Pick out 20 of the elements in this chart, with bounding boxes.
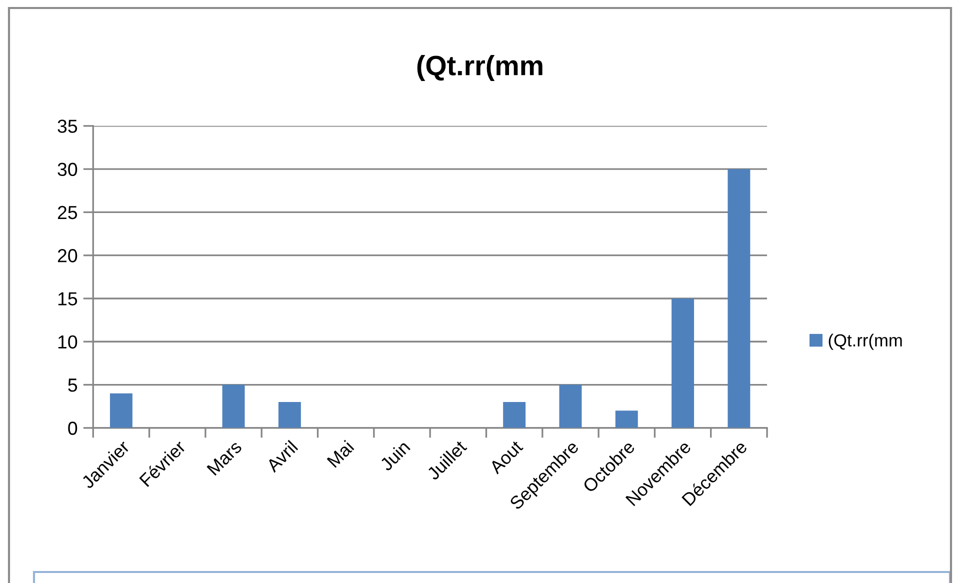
chart-title: (Qt.rr(mm xyxy=(417,55,542,81)
x-tick-label: Mai xyxy=(326,440,354,468)
bar xyxy=(222,384,245,428)
y-tick-label: 30 xyxy=(58,162,78,176)
y-tick-label: 5 xyxy=(68,378,78,392)
bar xyxy=(615,410,638,428)
y-tick-label: 25 xyxy=(58,206,78,220)
bar xyxy=(672,298,694,428)
y-tick-label: 15 xyxy=(58,292,78,306)
y-tick-label: 35 xyxy=(58,120,78,133)
x-tick-label: Juin xyxy=(378,440,411,472)
bar xyxy=(278,402,301,428)
legend-label: (Qt.rr(mm xyxy=(828,334,902,350)
bar xyxy=(503,402,526,428)
y-tick-label: 10 xyxy=(58,335,78,349)
bar xyxy=(110,393,132,428)
bar xyxy=(728,169,750,428)
y-tick-label: 0 xyxy=(68,422,78,435)
bar xyxy=(559,384,582,428)
y-tick-label: 20 xyxy=(58,249,78,262)
